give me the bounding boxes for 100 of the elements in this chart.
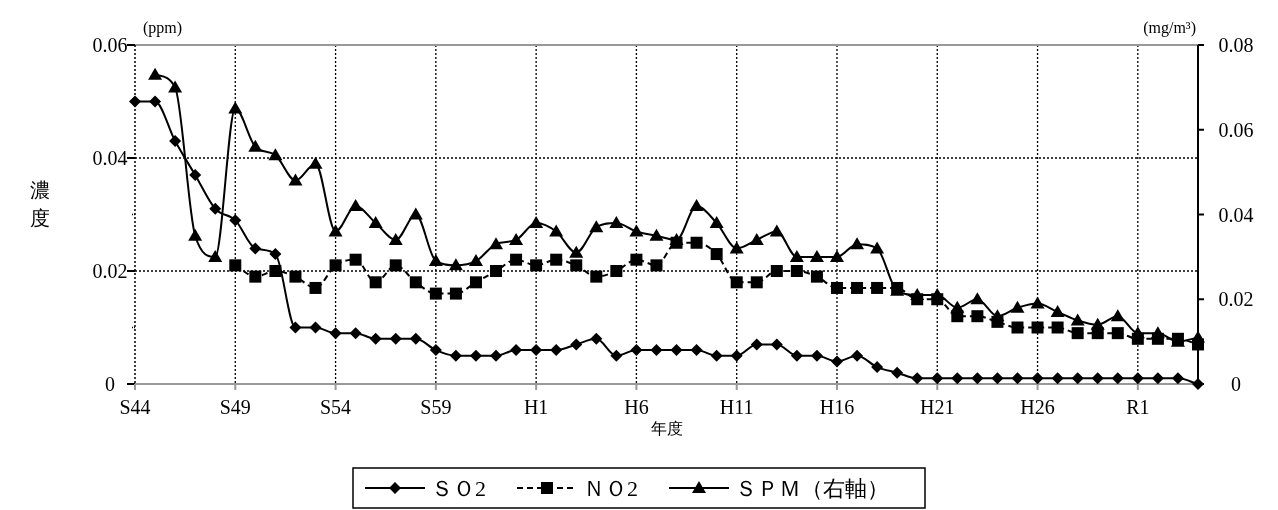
point (730, 276, 743, 289)
point (750, 276, 763, 289)
point (1010, 300, 1025, 313)
x-tick-label: R1 (1126, 396, 1150, 418)
point (569, 245, 584, 258)
point (610, 349, 623, 362)
point (709, 215, 724, 228)
point (449, 287, 462, 300)
point (449, 349, 462, 362)
point (770, 338, 783, 351)
point (589, 220, 604, 233)
point (1111, 372, 1124, 385)
point (1130, 326, 1145, 339)
point (308, 156, 323, 169)
point (870, 241, 885, 254)
point (910, 288, 925, 301)
point (349, 253, 362, 266)
point (268, 148, 283, 161)
y2-tick-label: 0.08 (1218, 34, 1254, 56)
point (770, 265, 783, 277)
point (790, 265, 803, 277)
point (689, 199, 704, 212)
point (289, 321, 302, 334)
point (328, 224, 343, 237)
point (490, 265, 503, 277)
point (871, 361, 884, 374)
x-tick-label: H11 (719, 396, 754, 418)
point (429, 287, 442, 300)
point (570, 338, 583, 351)
point (1111, 327, 1124, 340)
point (710, 248, 723, 261)
point (710, 349, 723, 362)
point (750, 338, 763, 351)
point (448, 258, 463, 271)
point (971, 310, 984, 323)
text: (mg/m³) (1143, 19, 1196, 37)
legend-label: ＳＯ2 (431, 476, 486, 501)
point (830, 355, 843, 368)
point (649, 228, 664, 241)
point (509, 232, 524, 245)
point (931, 372, 944, 385)
point (630, 253, 643, 266)
point (148, 67, 163, 80)
point (790, 349, 803, 362)
point (529, 215, 544, 228)
point (1030, 296, 1045, 309)
point (1011, 321, 1024, 334)
point (389, 259, 402, 272)
point (830, 281, 843, 294)
point (550, 344, 563, 357)
point (309, 281, 322, 294)
point (829, 249, 844, 262)
point (1070, 313, 1085, 326)
x-tick-label: H6 (624, 396, 649, 418)
point (1151, 372, 1164, 385)
point (851, 349, 864, 362)
point (189, 168, 202, 181)
point (590, 332, 603, 345)
point (629, 224, 644, 237)
point (248, 139, 263, 152)
x-tick-label: S49 (219, 396, 251, 418)
x-tick-label: H26 (1020, 396, 1055, 418)
point (1090, 317, 1105, 330)
point (229, 259, 242, 272)
point (650, 259, 663, 272)
y-tick-label: 0.02 (92, 260, 128, 282)
point (1051, 321, 1064, 334)
x-axis-title: 年度 (650, 420, 683, 437)
point (249, 242, 262, 255)
point (670, 344, 683, 357)
point (789, 249, 804, 262)
point (810, 270, 823, 283)
point (749, 232, 764, 245)
point (530, 259, 543, 272)
point (329, 259, 342, 272)
point (490, 349, 503, 362)
point (809, 249, 824, 262)
point (1071, 327, 1084, 340)
point (891, 366, 904, 379)
point (549, 224, 564, 237)
point (990, 309, 1005, 322)
point (1131, 372, 1144, 385)
point (269, 248, 282, 261)
legend-label: ＳＰＭ（右軸） (735, 476, 889, 501)
point (1110, 309, 1125, 322)
x-tick-label: S54 (320, 396, 352, 418)
point (971, 372, 984, 385)
point (1031, 321, 1044, 334)
point (208, 249, 223, 262)
point (911, 372, 924, 385)
point (409, 276, 422, 289)
point (288, 173, 303, 186)
point (510, 253, 523, 266)
point (129, 95, 141, 108)
point (690, 236, 703, 249)
y-tick-label: 0.04 (92, 147, 128, 169)
point (610, 265, 623, 277)
point (468, 254, 483, 267)
point (1191, 330, 1205, 343)
point (389, 332, 402, 345)
